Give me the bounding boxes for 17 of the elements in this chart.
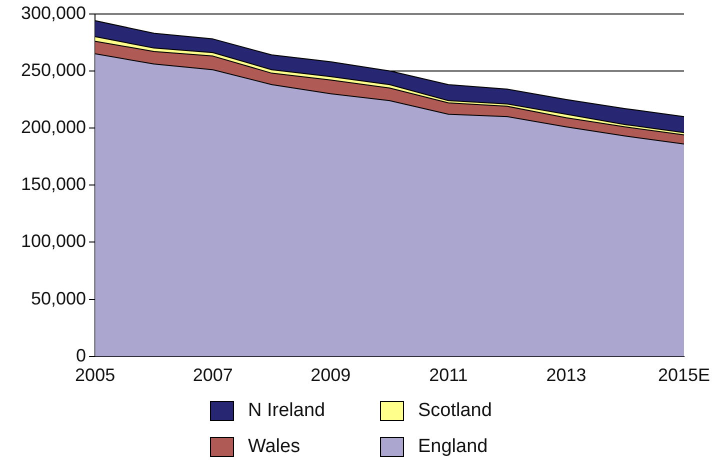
x-tick-label: 2009 (310, 365, 351, 386)
x-tick-label: 2015E (658, 365, 710, 386)
legend-label: Wales (248, 436, 300, 458)
y-tick-label: 0 (76, 345, 86, 366)
x-tick-label: 2007 (192, 365, 233, 386)
legend-label: N Ireland (248, 400, 326, 422)
x-tick-label: 2005 (75, 365, 116, 386)
y-tick-label: 200,000 (20, 116, 86, 137)
legend-label: Scotland (418, 400, 492, 422)
y-tick-label: 150,000 (20, 174, 86, 194)
x-tick-label: 2013 (546, 365, 586, 386)
y-tick-label: 50,000 (31, 288, 86, 308)
legend-label: England (418, 436, 488, 458)
y-tick-label: 250,000 (20, 60, 86, 80)
y-tick-label: 300,000 (20, 2, 86, 23)
y-tick-label: 100,000 (20, 231, 86, 252)
x-tick-label: 2011 (429, 365, 468, 386)
